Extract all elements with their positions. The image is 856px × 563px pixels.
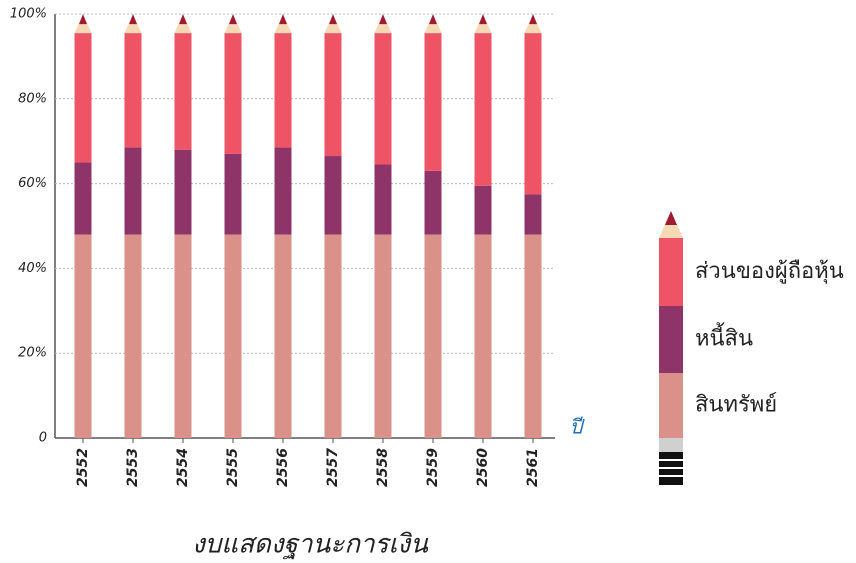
x-tick-label: 2552 [75, 448, 91, 487]
bar-segment [374, 33, 392, 165]
bar-segment [474, 33, 492, 186]
legend-label: หนี้สิน [695, 323, 753, 352]
bar-segment [424, 234, 442, 438]
legend-swatch [659, 306, 683, 373]
pencil-tip [529, 14, 537, 25]
pencil-tip [229, 14, 237, 25]
bar-segment [74, 234, 92, 438]
x-tick-label: 2554 [175, 448, 191, 487]
bar-segment [124, 147, 142, 235]
pencil-tip [479, 14, 487, 25]
x-tick-label: 2559 [425, 448, 441, 487]
x-tick-label: 2558 [375, 448, 391, 487]
bar-segment [274, 147, 292, 235]
bar-segment [324, 234, 342, 438]
bar-segment [124, 33, 142, 148]
pencil-tip [129, 14, 137, 25]
y-tick-label: 20% [18, 346, 47, 361]
bar-segment [374, 164, 392, 235]
pencil-tip [329, 14, 337, 25]
pencil-band [659, 438, 683, 452]
chart-title: งบแสดงฐานะการเงิน [192, 530, 429, 560]
bar-segment [324, 33, 342, 157]
x-tick-label: 2553 [125, 448, 141, 487]
x-tick-label: 2557 [325, 448, 341, 487]
bar-segment [374, 234, 392, 438]
x-tick-label: 2561 [525, 448, 541, 487]
bar-segment [174, 234, 192, 438]
bar-segment [74, 162, 92, 235]
bar-segment [424, 170, 442, 235]
bar-segment [524, 33, 542, 195]
legend-label: สินทรัพย์ [695, 393, 777, 418]
legend-label: ส่วนของผู้ถือหุ้น [695, 259, 844, 284]
pencil-tip [79, 14, 87, 25]
bar-segment [524, 234, 542, 438]
bar-segment [174, 33, 192, 150]
legend-swatch [659, 238, 683, 306]
bar-segment [274, 33, 292, 148]
bar-segment [424, 33, 442, 171]
pencil-tip [279, 14, 287, 25]
bar-segment [224, 153, 242, 235]
bar-segment [524, 194, 542, 235]
pencil-tip [429, 14, 437, 25]
bar-segment [324, 156, 342, 235]
bar-segment [274, 234, 292, 438]
bar-segment [124, 234, 142, 438]
bar-segment [224, 33, 242, 154]
y-tick-label: 0 [39, 431, 47, 446]
x-tick-label: 2555 [225, 448, 241, 487]
legend-pencil [659, 211, 683, 485]
x-tick-label: 2560 [475, 448, 491, 487]
x-axis-label: ปี [570, 415, 586, 439]
legend-swatch [659, 373, 683, 438]
bar-segment [474, 185, 492, 235]
pencil-tip [179, 14, 187, 25]
y-tick-label: 100% [10, 7, 47, 22]
pencil-tip [665, 211, 677, 225]
y-tick-label: 40% [18, 261, 47, 276]
y-tick-label: 60% [18, 176, 47, 191]
y-tick-label: 80% [18, 91, 47, 106]
bar-segment [474, 234, 492, 438]
bar-segment [74, 33, 92, 163]
pencil-tip [379, 14, 387, 25]
bar-segment [174, 149, 192, 235]
bar-segment [224, 234, 242, 438]
x-tick-label: 2556 [275, 448, 291, 487]
